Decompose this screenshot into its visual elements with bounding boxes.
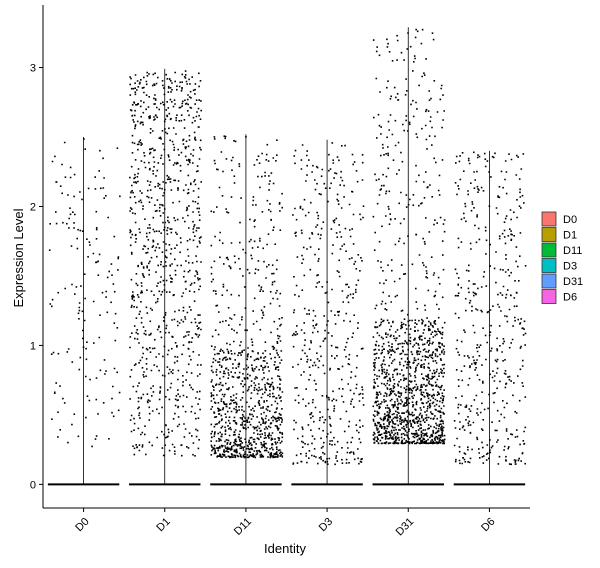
x-ticks: D0 D1 D11 D3 D31 D6: [73, 508, 498, 539]
legend-label: D3: [563, 261, 577, 273]
x-tick-label: D6: [479, 516, 497, 534]
points-D0: [48, 138, 121, 448]
point-cloud-D6: [453, 151, 527, 466]
legend-label: D0: [563, 214, 577, 226]
points-D31: [372, 28, 446, 445]
y-tick-label: 3: [30, 63, 36, 75]
x-tick-label: D31: [394, 516, 417, 539]
legend-swatch-D0: [541, 211, 557, 227]
x-tick-label: D1: [154, 516, 172, 534]
legend-swatch-D3: [541, 258, 557, 273]
points-layer: [47, 28, 527, 486]
y-tick-label: 2: [30, 201, 36, 213]
y-axis-title: Expression Level: [11, 208, 26, 307]
x-tick-label: D0: [73, 516, 91, 534]
legend-swatch-D11: [541, 242, 557, 258]
legend-swatch-D6: [541, 289, 557, 304]
points-D3: [291, 142, 365, 466]
legend-label: D31: [563, 276, 583, 288]
y-tick-label: 0: [30, 479, 36, 491]
legend: D0 D1 D11 D3 D31 D6: [541, 211, 583, 304]
point-cloud-D1: [129, 70, 202, 457]
point-cloud-D0: [48, 138, 121, 448]
x-tick-label: D11: [232, 516, 254, 538]
legend-label: D1: [563, 230, 577, 242]
y-tick-label: 1: [30, 340, 36, 352]
plot-area: [83, 27, 490, 485]
point-cloud-D31: [372, 28, 446, 445]
points-D1: [129, 70, 202, 457]
legend-label: D6: [563, 292, 577, 304]
axes-layer: [42, 5, 530, 509]
point-cloud-D3: [291, 142, 365, 466]
point-cloud-D11: [210, 135, 284, 459]
legend-swatch-D1: [541, 227, 557, 242]
legend-label: D11: [563, 245, 582, 257]
x-tick-label: D3: [317, 516, 335, 534]
points-D11: [210, 135, 284, 459]
points-D6: [453, 151, 527, 466]
x-axis-title: Identity: [264, 541, 306, 556]
y-ticks: 0 1 2 3: [30, 63, 43, 491]
legend-swatch-D31: [541, 273, 557, 289]
